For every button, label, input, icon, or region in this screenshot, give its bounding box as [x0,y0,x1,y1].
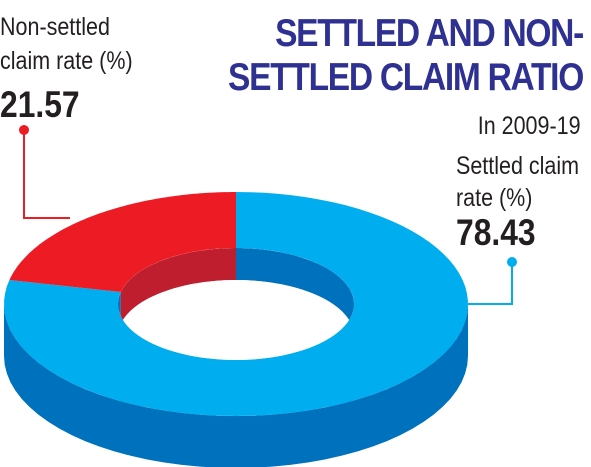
slice-top-1 [9,192,237,292]
non-settled-leader-line [23,130,70,219]
chart-title: SETTLED AND NON-SETTLED CLAIM RATIO [228,12,584,99]
non-settled-leader-dot [19,125,29,135]
settled-label-line2: rate (%) [456,184,533,212]
slice-inner-wall-0 [236,248,354,336]
settled-label: Settled claim rate (%) [456,150,579,214]
settled-value: 78.43 [456,212,536,253]
settled-leader-line [468,262,513,305]
settled-label-line1: Settled claim [456,152,580,180]
settled-leader-dot [507,257,517,267]
slice-inner-wall-1 [120,248,236,324]
non-settled-label-line1: Non-settled [0,13,110,41]
donut-hole [118,280,354,360]
non-settled-label-line2: claim rate (%) [0,47,133,75]
non-settled-value: 21.57 [0,84,80,125]
chart-subtitle: In 2009-19 [478,112,581,140]
slice-side-0 [4,304,468,467]
non-settled-label: Non-settled claim rate (%) [0,10,133,78]
slice-top-0 [4,192,468,416]
